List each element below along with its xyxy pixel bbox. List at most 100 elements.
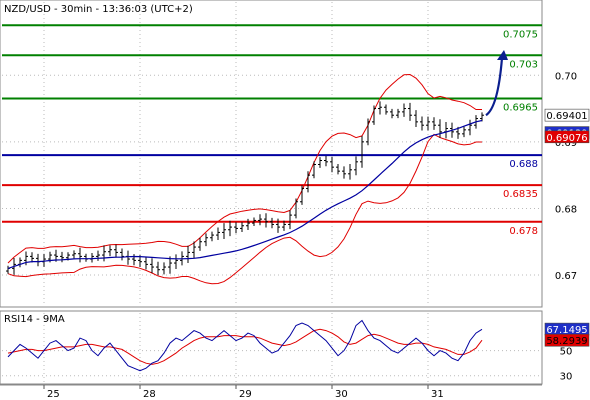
candle [114, 244, 118, 258]
rsi-badge: 58.2939 [544, 333, 590, 347]
candle [144, 256, 148, 270]
rsi-badge-label: 67.1495 [546, 325, 587, 336]
candle [426, 116, 430, 131]
rsi-panel: RSI14 - 9MA [0, 310, 543, 385]
candle [468, 119, 472, 136]
candle [102, 245, 106, 262]
candle [186, 245, 190, 263]
candle [192, 241, 196, 258]
candle [174, 254, 178, 270]
candle [30, 252, 34, 263]
price-tick-label: 0.70 [555, 71, 577, 82]
rsi-title: RSI14 - 9MA [4, 314, 65, 325]
price-panel: 0.7075 0.703 0.6965 0.688 0.6835 0.678 NZD/US… [0, 0, 543, 308]
candle [360, 135, 364, 168]
candle [72, 250, 76, 259]
candle [294, 198, 298, 219]
candle [402, 103, 406, 117]
candle [270, 217, 274, 229]
rsi-lines [7, 319, 483, 372]
candle [438, 119, 442, 138]
candle [240, 222, 244, 233]
time-axis: 25 28 29 30 31 [0, 384, 542, 400]
candle [210, 231, 214, 242]
candle [378, 101, 382, 115]
candle [150, 258, 154, 274]
candle [108, 245, 112, 257]
candle [366, 118, 370, 146]
candle [162, 262, 166, 275]
candle [384, 104, 388, 115]
bollinger-bands [7, 73, 482, 285]
candle [462, 126, 466, 138]
rsi-tick-label: 30 [560, 372, 573, 383]
candle [324, 156, 328, 167]
candle [420, 116, 424, 131]
candle [264, 213, 268, 228]
candle [156, 261, 160, 276]
rsi-badge-box [544, 333, 590, 347]
candle [288, 210, 292, 230]
candle [414, 110, 418, 127]
rsi-tick-label: 50 [560, 347, 573, 358]
bollinger-upper [7, 73, 482, 264]
time-tick-label: 31 [431, 389, 444, 400]
time-tick-label: 25 [47, 389, 60, 400]
ma-line [7, 119, 483, 269]
time-tick-label: 28 [143, 389, 156, 400]
candle [168, 256, 172, 274]
candle [78, 247, 82, 263]
candle [228, 220, 232, 237]
level-label: 0.7075 [503, 29, 538, 40]
candle [432, 117, 436, 130]
price-badge: 0.69401 [544, 108, 590, 122]
level-label: 0.6835 [503, 189, 538, 200]
rsi-ma-line [7, 328, 483, 365]
price-badge-label: 0.69076 [546, 133, 587, 144]
time-tick-label: 29 [239, 389, 252, 400]
candle [318, 157, 322, 168]
candle [306, 171, 310, 193]
candle [348, 164, 352, 180]
moving-average [7, 119, 483, 269]
candle [480, 112, 484, 122]
price-tick-label: 0.68 [555, 204, 577, 215]
candle [222, 223, 226, 239]
level-label: 0.6965 [503, 103, 538, 114]
candle [60, 251, 64, 263]
level-label: 0.688 [509, 159, 538, 170]
bollinger-lower [7, 133, 482, 285]
trend-arrow [485, 49, 508, 117]
price-tick-label: 0.69 [555, 138, 577, 149]
chart-title: NZD/USD - 30min - 13:36:03 (UTC+2) [4, 4, 193, 15]
candle [246, 218, 250, 231]
candle [354, 156, 358, 176]
candle [234, 222, 238, 234]
candle [198, 237, 202, 251]
candlesticks [6, 101, 484, 276]
level-label: 0.703 [509, 59, 538, 70]
price-badge: 0.69076 [544, 130, 590, 144]
candle [258, 214, 262, 226]
candle [342, 166, 346, 179]
price-badge-label: 0.69401 [546, 111, 587, 122]
candle [408, 102, 412, 121]
candle [300, 185, 304, 205]
candle [252, 217, 256, 227]
candle [96, 250, 100, 261]
candle [312, 161, 316, 179]
support-resistance-levels: 0.7075 0.703 0.6965 0.688 0.6835 0.678 [2, 24, 542, 237]
candle [276, 218, 280, 233]
candle [282, 220, 286, 231]
level-label: 0.678 [509, 226, 538, 237]
trend-arrow-head [497, 49, 508, 60]
rsi-badge-label: 58.2939 [546, 336, 587, 347]
trend-arrow-shaft [485, 57, 504, 117]
candle [204, 233, 208, 247]
candle [330, 156, 334, 173]
candle [336, 163, 340, 175]
candle [396, 108, 400, 119]
